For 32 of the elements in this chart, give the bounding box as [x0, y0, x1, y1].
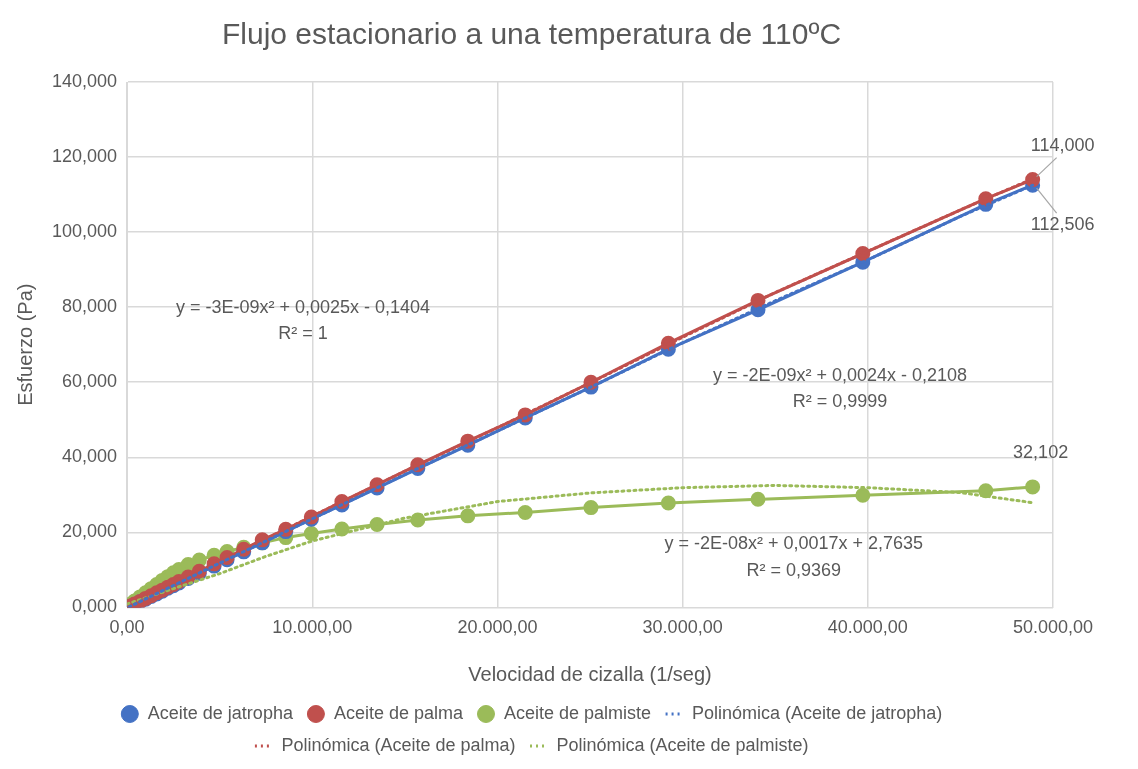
- y-tick-label: 140,000: [51, 70, 118, 91]
- data-label: 32,102: [1013, 441, 1069, 462]
- x-axis-title: Velocidad de cizalla (1/seg): [468, 662, 712, 685]
- legend-label: Polinómica (Aceite de jatropha): [692, 702, 943, 723]
- y-tick-label: 0,000: [72, 596, 118, 617]
- chart-title: Flujo estacionario a una temperatura de 110ºC: [221, 17, 842, 51]
- annotation: R² = 0,9369: [746, 559, 842, 580]
- legend-label: Aceite de palmiste: [503, 702, 652, 723]
- legend-label: Aceite de palma: [333, 702, 464, 723]
- annotation: R² = 1: [278, 323, 328, 344]
- y-tick-label: 80,000: [62, 296, 118, 317]
- annotation: y = -2E-09x² + 0,0024x - 0,2108: [712, 365, 968, 386]
- y-tick-label: 40,000: [62, 446, 118, 467]
- legend-label: Polinómica (Aceite de palmiste): [556, 734, 809, 755]
- x-tick-label: 40.000,00: [827, 617, 908, 638]
- x-tick-label: 10.000,00: [272, 617, 353, 638]
- x-tick-label: 30.000,00: [642, 617, 723, 638]
- annotation: R² = 0,9999: [792, 391, 888, 412]
- annotation: y = -3E-09x² + 0,0025x - 0,1404: [175, 296, 431, 317]
- y-axis-title: Esfuerzo (Pa): [13, 283, 36, 406]
- annotation: y = -2E-08x² + 0,0017x + 2,7635: [664, 533, 924, 554]
- legend-label: Aceite de jatropha: [147, 702, 294, 723]
- x-tick-label: 20.000,00: [457, 617, 538, 638]
- data-label: 114,000: [1030, 134, 1095, 155]
- y-tick-label: 120,000: [51, 146, 118, 167]
- x-tick-label: 0,00: [109, 617, 145, 638]
- legend-label: Polinómica (Aceite de palma): [281, 734, 516, 755]
- x-tick-label: 50.000,00: [1012, 617, 1094, 638]
- y-tick-label: 60,000: [62, 371, 118, 392]
- data-label: 112,506: [1030, 214, 1095, 235]
- y-tick-label: 20,000: [62, 521, 118, 542]
- y-tick-label: 100,000: [51, 221, 118, 242]
